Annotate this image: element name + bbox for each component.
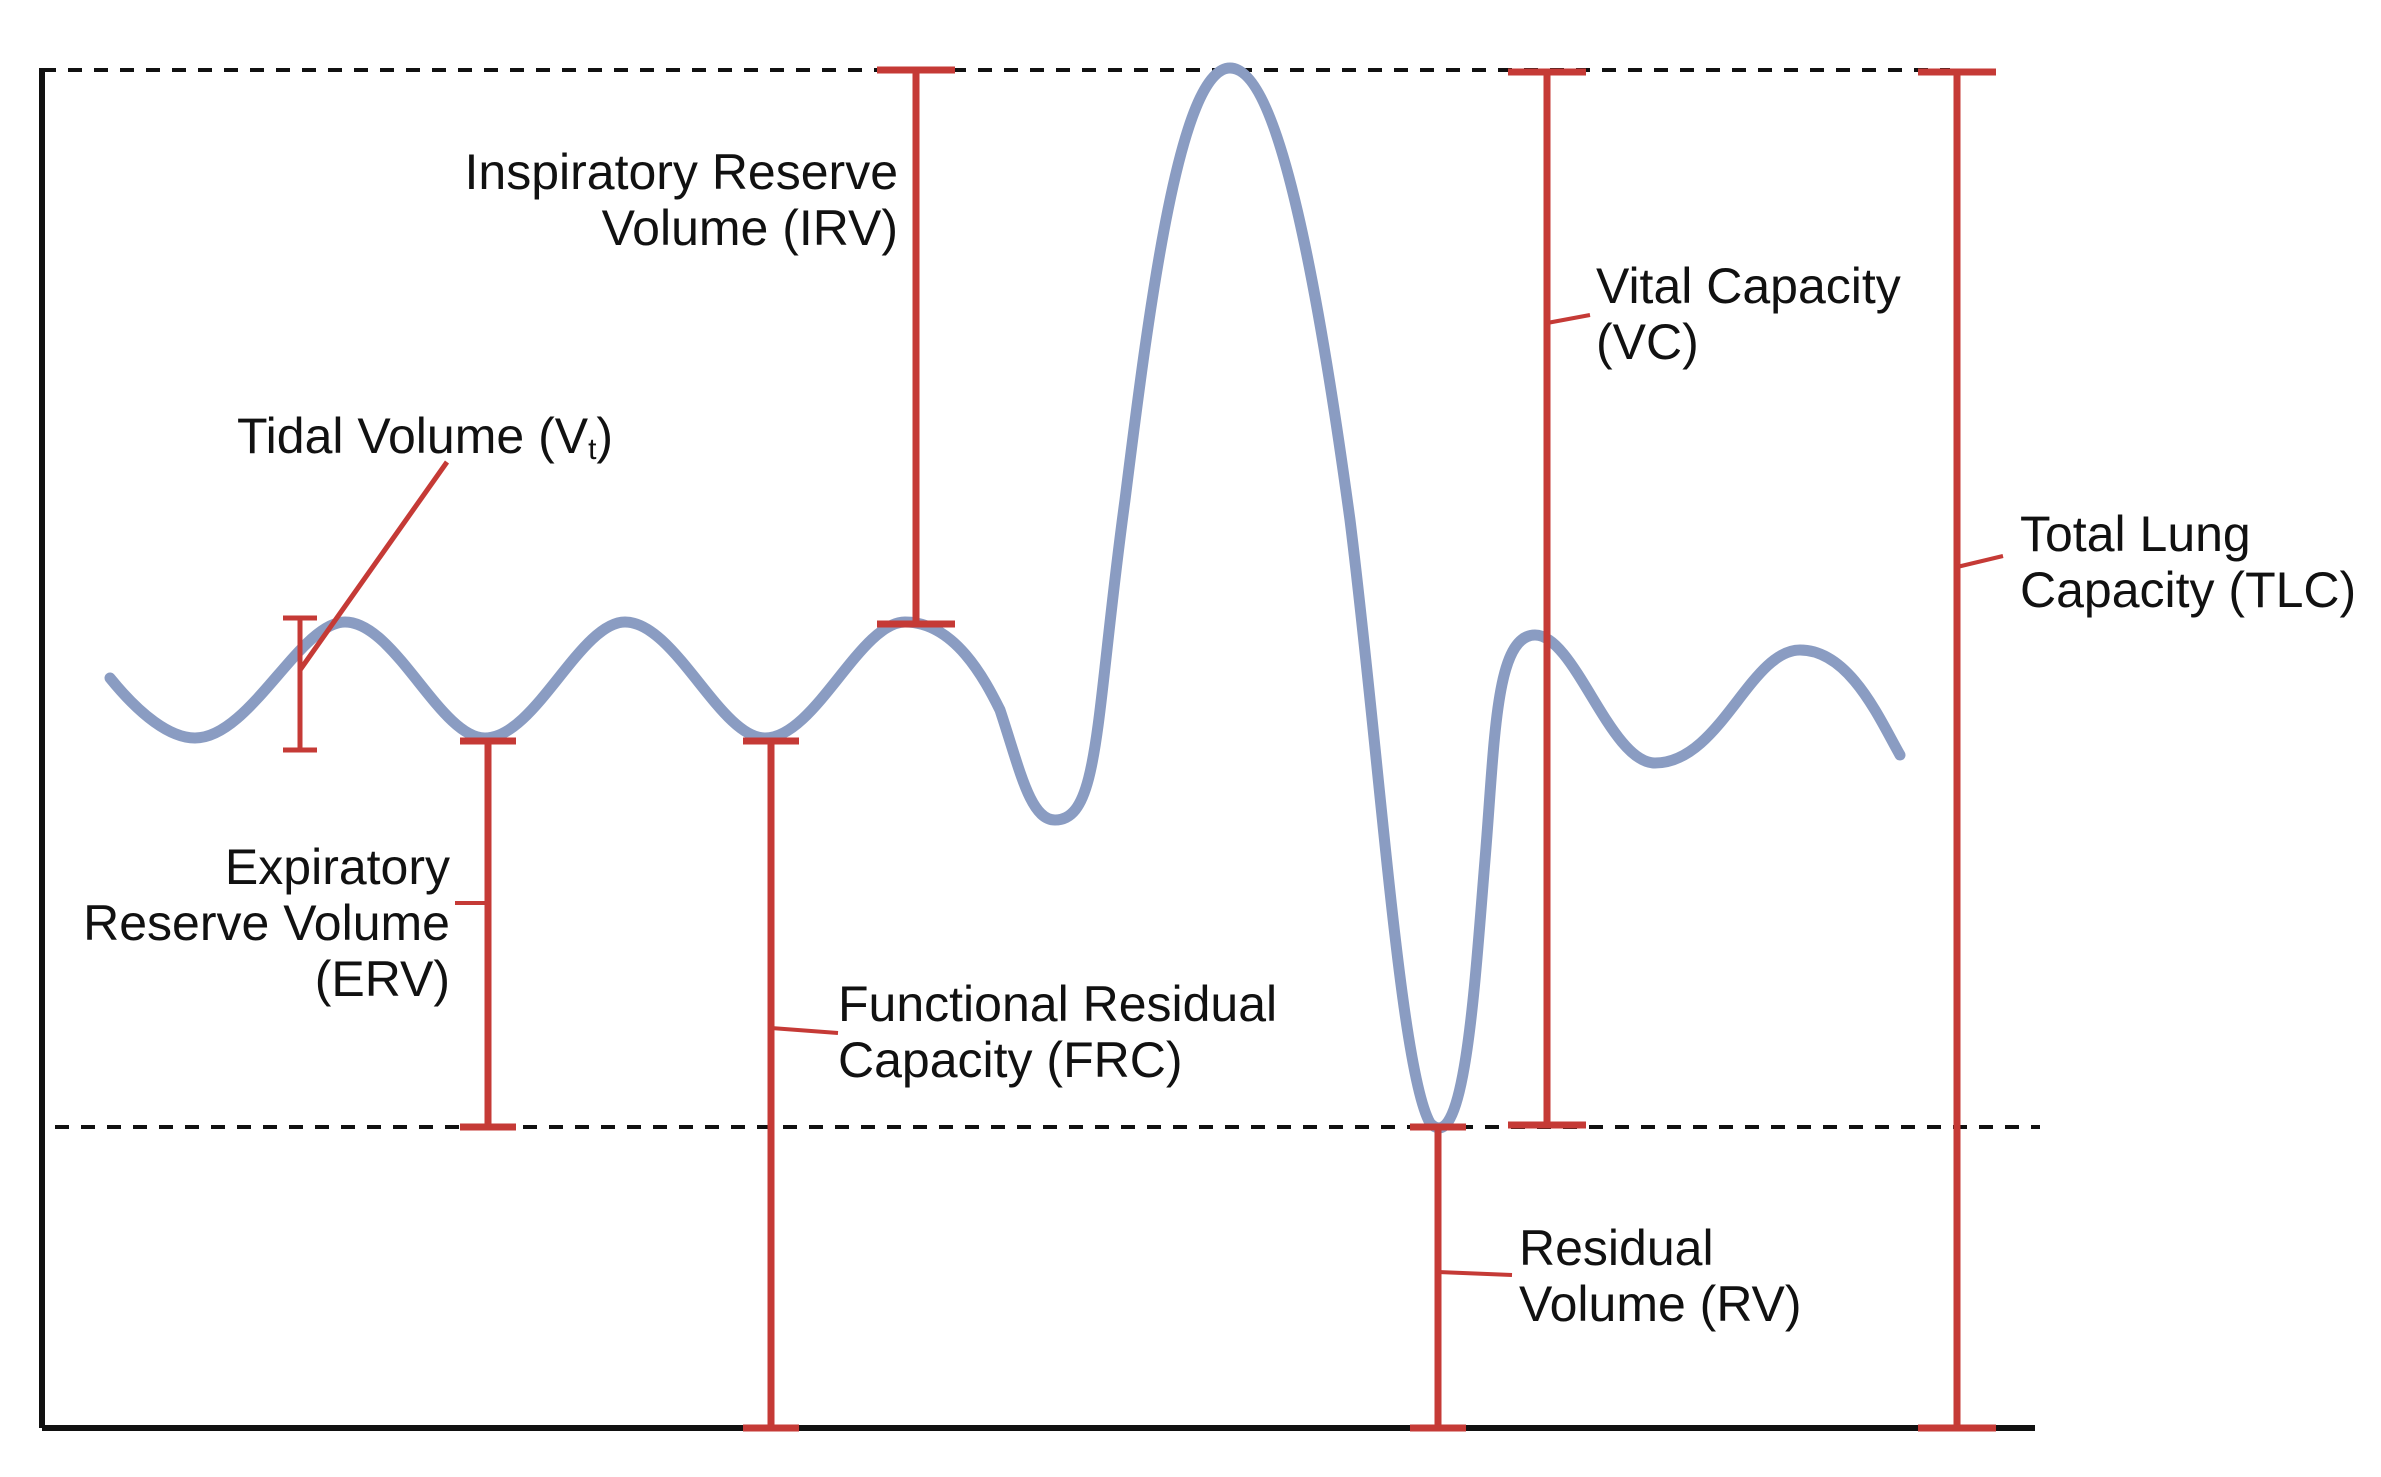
frc-bracket	[743, 737, 839, 1432]
frc-label-line2: Capacity (FRC)	[838, 1032, 1183, 1088]
tidal-volume-bracket	[283, 460, 450, 753]
tidal-volume-label-text: Tidal Volume (V	[237, 408, 589, 464]
erv-bracket	[455, 737, 516, 1131]
tidal-volume-subscript: t	[588, 433, 597, 466]
irv-label: Inspiratory Reserve Volume (IRV)	[465, 144, 899, 256]
rv-bracket	[1410, 1123, 1513, 1432]
tlc-bracket	[1918, 68, 2004, 1432]
tidal-volume-label: Tidal Volume (Vt)	[237, 408, 613, 478]
vc-bracket	[1508, 68, 1591, 1129]
erv-label-line1: Expiratory	[224, 839, 450, 895]
irv-bracket	[877, 66, 955, 628]
vc-label: Vital Capacity (VC)	[1596, 258, 1901, 370]
tlc-label-line1: Total Lung	[2020, 506, 2251, 562]
rv-label-line1: Residual	[1519, 1220, 1714, 1276]
rv-label: Residual Volume (RV)	[1519, 1220, 1802, 1332]
vc-label-line1: Vital Capacity	[1596, 258, 1901, 314]
frc-label: Functional Residual Capacity (FRC)	[838, 976, 1277, 1088]
frc-label-line1: Functional Residual	[838, 976, 1278, 1032]
erv-label: Expiratory Reserve Volume (ERV)	[83, 839, 450, 1007]
tlc-label-line2: Capacity (TLC)	[2020, 562, 2357, 618]
vc-label-line2: (VC)	[1596, 314, 1699, 370]
irv-label-line1: Inspiratory Reserve	[464, 144, 899, 200]
breathing-curve	[104, 62, 1906, 1134]
rv-label-line2: Volume (RV)	[1519, 1276, 1802, 1332]
erv-label-line3: (ERV)	[314, 951, 450, 1007]
erv-label-line2: Reserve Volume	[83, 895, 450, 951]
irv-label-line2: Volume (IRV)	[601, 200, 898, 256]
tlc-label: Total Lung Capacity (TLC)	[2020, 506, 2356, 618]
tidal-volume-label-close: )	[596, 408, 614, 464]
